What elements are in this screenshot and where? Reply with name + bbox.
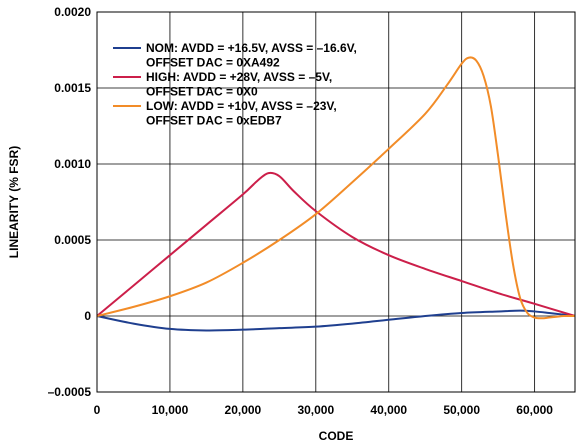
y-tick-label: 0.0020 (54, 5, 91, 19)
x-axis-ticks: 0 10,000 20,000 30,000 40,000 50,000 60,000 (94, 403, 554, 417)
series-layer (96, 56, 576, 332)
x-tick-label: 50,000 (443, 403, 480, 417)
x-tick-label: 10,000 (152, 403, 189, 417)
legend-label: OFFSET DAC = 0xEDB7 (146, 114, 282, 128)
plot-frame (96, 11, 576, 393)
x-tick-label: 60,000 (516, 403, 553, 417)
y-tick-label: 0.0015 (54, 81, 91, 95)
series-low-line (96, 56, 576, 320)
legend: NOM: AVDD = +16.5V, AVSS = –16.6V,OFFSET… (113, 41, 357, 128)
legend-entry-high: HIGH: AVDD = +28V, AVSS = –5V,OFFSET DAC… (113, 70, 332, 99)
legend-label: OFFSET DAC = 0X0 (146, 85, 258, 99)
y-axis-label: LINEARITY (% FSR) (7, 146, 21, 258)
y-tick-label: 0.0010 (54, 157, 91, 171)
x-tick-label: 0 (94, 403, 101, 417)
series-high-line (96, 171, 576, 317)
legend-entry-low: LOW: AVDD = +10V, AVSS = –23V,OFFSET DAC… (113, 99, 337, 128)
x-tick-label: 40,000 (370, 403, 407, 417)
series-nom-line (96, 309, 576, 332)
y-tick-label: 0 (84, 309, 91, 323)
x-axis-label: CODE (319, 429, 354, 443)
y-tick-label: 0.0005 (54, 233, 91, 247)
x-tick-label: 20,000 (225, 403, 262, 417)
legend-label: HIGH: AVDD = +28V, AVSS = –5V, (146, 70, 332, 84)
legend-label: OFFSET DAC = 0XA492 (146, 56, 280, 70)
legend-entry-nom: NOM: AVDD = +16.5V, AVSS = –16.6V,OFFSET… (113, 41, 357, 70)
y-tick-label: –0.0005 (48, 385, 92, 399)
y-axis-ticks: –0.0005 0 0.0005 0.0010 0.0015 0.0020 (48, 5, 92, 399)
legend-label: NOM: AVDD = +16.5V, AVSS = –16.6V, (146, 41, 357, 55)
x-tick-label: 30,000 (297, 403, 334, 417)
legend-label: LOW: AVDD = +10V, AVSS = –23V, (146, 99, 337, 113)
